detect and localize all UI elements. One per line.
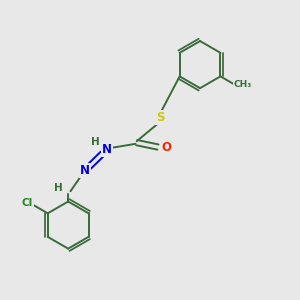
Text: Cl: Cl bbox=[22, 198, 33, 208]
Text: O: O bbox=[161, 141, 171, 154]
Text: S: S bbox=[156, 111, 165, 124]
Text: H: H bbox=[54, 183, 63, 193]
Text: CH₃: CH₃ bbox=[234, 80, 252, 89]
Text: H: H bbox=[91, 137, 99, 147]
Text: N: N bbox=[80, 164, 90, 177]
Text: N: N bbox=[102, 143, 112, 157]
